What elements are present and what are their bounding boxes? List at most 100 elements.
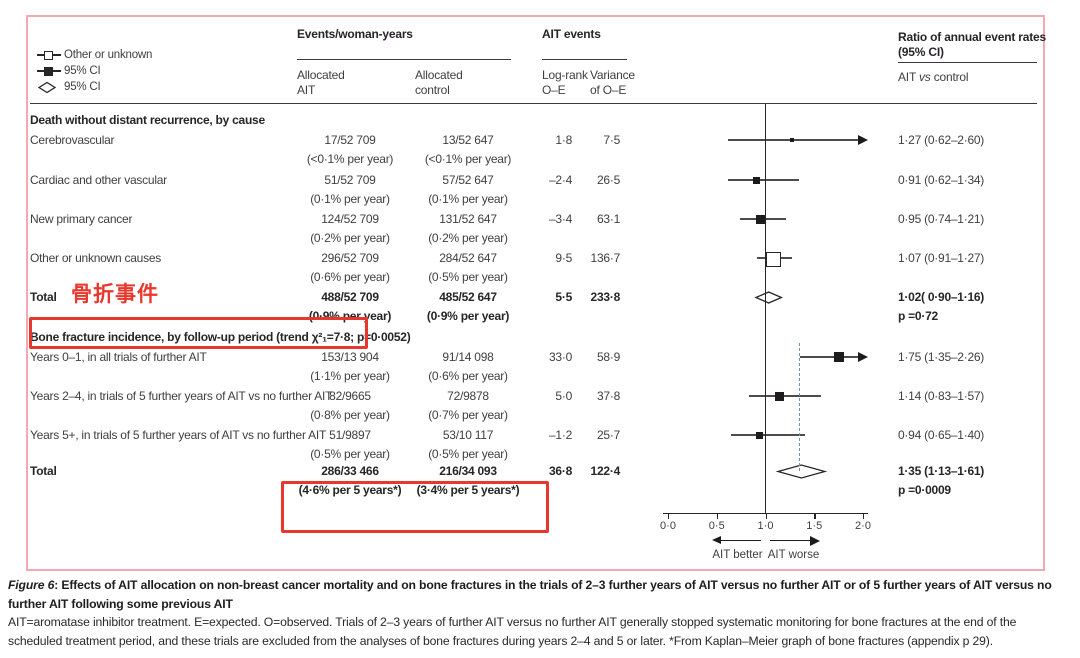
- cell-allocated-control-note: (0·1% per year): [428, 192, 508, 206]
- cell-allocated-control: 485/52 647: [439, 290, 497, 304]
- cell-variance: 26·5: [596, 173, 620, 187]
- col-subheader-variance-2: of O–E: [590, 83, 627, 97]
- cell-ratio: 1·35 (1·13–1·61): [898, 464, 985, 478]
- cell-logrank-oe: 9·5: [555, 251, 572, 265]
- ait-worse-arrow-icon: [810, 535, 820, 546]
- forest-arrow-right-icon: [858, 352, 868, 362]
- cell-ratio: 1·02( 0·90–1·16): [898, 290, 985, 304]
- x-axis-tick: [668, 513, 670, 519]
- cell-logrank-oe: –3·4: [548, 212, 572, 226]
- cell-allocated-control: 216/34 093: [439, 464, 497, 478]
- forest-diamond: [754, 290, 783, 304]
- col-subheader-ait-vs-control: AIT vs control: [898, 70, 969, 84]
- cell-allocated-ait: 286/33 466: [321, 464, 379, 478]
- annotation-bone-fracture-note: 骨折事件: [71, 283, 159, 306]
- forest-marker-square: [756, 214, 766, 224]
- forest-ci-line: [731, 434, 805, 436]
- forest-ci-line: [799, 356, 858, 358]
- forest-marker-open-square: [765, 251, 781, 267]
- axis-label-ait-worse: AIT worse: [767, 549, 820, 561]
- row-label: Years 0–1, in all trials of further AIT: [30, 350, 207, 364]
- caption-note-line-2: scheduled treatment period, and these tr…: [8, 633, 993, 648]
- caption-title-line-1: Figure 6: Effects of AIT allocation on n…: [8, 578, 1052, 592]
- cell-logrank-oe: –2·4: [548, 173, 572, 187]
- cell-allocated-ait: 82/9665: [329, 389, 371, 403]
- cell-variance: 122·4: [590, 464, 621, 478]
- cell-allocated-ait-note: (1·1% per year): [310, 369, 390, 383]
- cell-allocated-control-note: (0·7% per year): [428, 408, 508, 422]
- cell-allocated-ait: 153/13 904: [321, 350, 379, 364]
- cell-variance: 233·8: [590, 290, 621, 304]
- events-group-underline: [297, 59, 511, 61]
- legend-marker-open-square-icon: [37, 49, 61, 61]
- col-subheader-allocated-control-2: control: [415, 83, 450, 97]
- forest-ci-line: [748, 395, 822, 397]
- x-axis-tick-label: 0·5: [708, 520, 725, 532]
- cell-allocated-control: 91/14 098: [442, 350, 494, 364]
- cell-ratio: 1·27 (0·62–2·60): [898, 133, 985, 147]
- dashed-line-1-35: [799, 343, 800, 471]
- x-axis-tick: [765, 513, 767, 519]
- cell-allocated-ait-note: (0·6% per year): [310, 270, 390, 284]
- x-axis-tick-label: 1·0: [757, 520, 774, 532]
- legend-item-other-or-unknown: Other or unknown: [64, 49, 153, 61]
- cell-ratio: 1·75 (1·35–2·26): [898, 350, 985, 364]
- ratio-group-underline: [898, 62, 1037, 64]
- cell-allocated-ait: 296/52 709: [321, 251, 379, 265]
- row-label: Death without distant recurrence, by cau…: [30, 113, 265, 127]
- col-group-events-woman-years: Events/woman-years: [297, 27, 413, 41]
- cell-allocated-ait-note: (0·8% per year): [310, 408, 390, 422]
- header-rule: [30, 103, 1037, 105]
- cell-variance: 58·9: [596, 350, 620, 364]
- x-axis-tick: [863, 513, 865, 519]
- cell-variance: 136·7: [590, 251, 621, 265]
- cell-allocated-ait-note: (0·1% per year): [310, 192, 390, 206]
- col-subheader-logrank-2: O–E: [542, 83, 566, 97]
- cell-allocated-control: 72/9878: [447, 389, 489, 403]
- forest-marker-square: [774, 391, 784, 401]
- col-group-ratio-1: Ratio of annual event rates: [898, 30, 1046, 44]
- cell-allocated-control-note: (0·2% per year): [428, 231, 508, 245]
- cell-ratio: 1·14 (0·83–1·57): [898, 389, 985, 403]
- cell-variance: 63·1: [596, 212, 620, 226]
- cell-allocated-ait: 17/52 709: [324, 133, 376, 147]
- cell-allocated-ait-note: (0·5% per year): [310, 447, 390, 461]
- forest-marker-square: [756, 431, 764, 439]
- x-axis-tick-label: 2·0: [855, 520, 871, 532]
- cell-logrank-oe: 36·8: [548, 464, 572, 478]
- ait-worse-arrow-shaft: [770, 540, 810, 542]
- cell-allocated-control: 131/52 647: [439, 212, 497, 226]
- cell-allocated-control: 13/52 647: [442, 133, 494, 147]
- cell-ratio: 0·95 (0·74–1·21): [898, 212, 985, 226]
- forest-ci-line: [728, 179, 799, 181]
- cell-ratio: 0·94 (0·65–1·40): [898, 428, 985, 442]
- x-axis-tick: [814, 513, 816, 519]
- row-label: Total: [30, 464, 57, 478]
- reference-line-1: [765, 104, 767, 513]
- row-label: Years 5+, in trials of 5 further years o…: [30, 428, 327, 442]
- col-group-ratio-2: (95% CI): [898, 45, 944, 59]
- axis-label-ait-better: AIT better: [712, 549, 763, 561]
- cell-allocated-control-note: (0·9% per year): [426, 309, 510, 323]
- legend-marker-filled-square-icon: [37, 65, 61, 77]
- row-label: Cerebrovascular: [30, 133, 115, 147]
- cell-allocated-control: 57/52 647: [442, 173, 494, 187]
- cell-allocated-ait: 51/9897: [329, 428, 371, 442]
- x-axis-tick: [716, 513, 719, 519]
- caption-note-line-1: AIT=aromatase inhibitor treatment. E=exp…: [8, 615, 1017, 629]
- row-label: Cardiac and other vascular: [30, 173, 167, 187]
- col-subheader-allocated-ait-2: AIT: [297, 83, 316, 97]
- cell-allocated-ait: 124/52 709: [321, 212, 379, 226]
- ait-events-underline: [542, 59, 627, 61]
- row-label: Other or unknown causes: [30, 251, 161, 265]
- cell-variance: 25·7: [596, 428, 620, 442]
- col-subheader-allocated-control-1: Allocated: [415, 68, 463, 82]
- row-label: New primary cancer: [30, 212, 133, 226]
- cell-allocated-control: 284/52 647: [439, 251, 497, 265]
- cell-allocated-ait: 51/52 709: [324, 173, 376, 187]
- forest-arrow-right-icon: [858, 135, 868, 145]
- annotation-box-per-5-years: [281, 481, 549, 533]
- row-label: Total: [30, 290, 57, 304]
- col-subheader-logrank-1: Log-rank: [542, 68, 588, 82]
- legend-marker-open-diamond-icon: [37, 81, 57, 99]
